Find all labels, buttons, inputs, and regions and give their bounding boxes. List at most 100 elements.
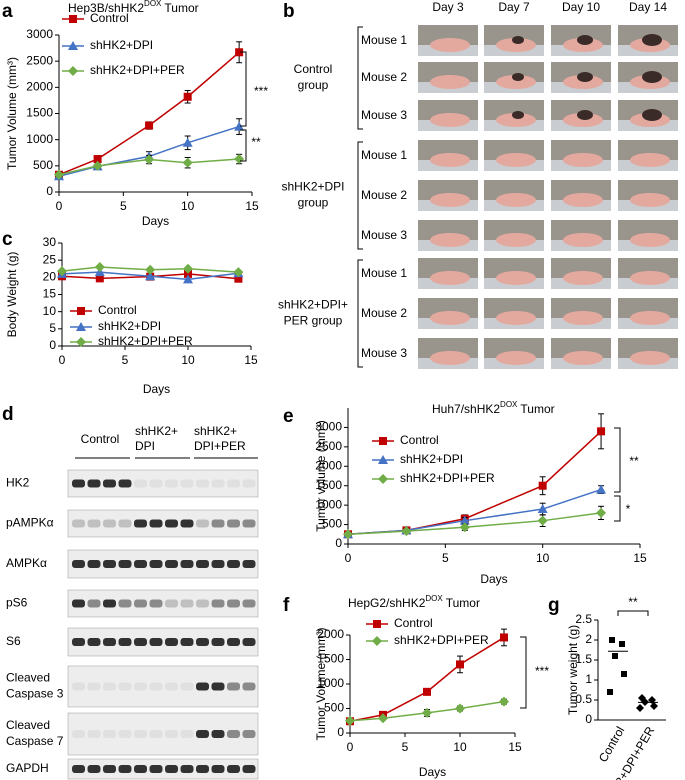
tumor xyxy=(512,111,524,119)
blot-band xyxy=(134,479,147,488)
blot-band xyxy=(227,638,240,646)
blot-band xyxy=(227,519,240,528)
blot-band xyxy=(118,765,132,773)
significance-bracket xyxy=(520,636,527,709)
blot-row-label: Caspase 7 xyxy=(6,734,64,748)
legend-marker xyxy=(379,437,387,445)
data-point xyxy=(234,154,245,165)
significance-label: ** xyxy=(251,135,261,149)
series-line xyxy=(347,488,602,536)
data-point xyxy=(145,271,156,281)
blot-band xyxy=(72,560,85,568)
mouse-label: Mouse 2 xyxy=(361,188,407,202)
title-sup: DOX xyxy=(425,594,443,603)
mouse-body xyxy=(563,75,603,89)
blot-band xyxy=(103,730,116,738)
column-header: Day 3 xyxy=(432,0,464,14)
data-point xyxy=(596,507,607,518)
data-point xyxy=(455,703,465,714)
x-tick-label: 10 xyxy=(181,353,195,367)
blot-band xyxy=(103,599,116,608)
significance-bracket xyxy=(614,495,621,522)
mouse-label: Mouse 1 xyxy=(361,33,407,47)
x-tick-label: 10 xyxy=(181,199,195,213)
data-point xyxy=(422,707,432,718)
mouse-body xyxy=(496,351,536,365)
mouse-body xyxy=(430,75,470,89)
data-point xyxy=(345,715,355,726)
blot-row-label: AMPKα xyxy=(6,556,47,570)
group-brace xyxy=(357,141,363,250)
blot-band xyxy=(118,560,132,568)
blot-band xyxy=(118,599,132,608)
group-label: shHK2+DPI+ xyxy=(278,298,348,312)
y-tick-label: 0 xyxy=(337,725,344,739)
mouse-label: Mouse 3 xyxy=(361,346,407,360)
mouse-label: Mouse 2 xyxy=(361,306,407,320)
blot-band xyxy=(211,682,225,691)
data-point xyxy=(144,154,155,165)
blot-band xyxy=(149,479,163,488)
blot-band xyxy=(180,765,194,773)
blot-band xyxy=(196,599,209,608)
mouse-body xyxy=(430,233,470,247)
blot-band xyxy=(72,479,85,488)
blot-band xyxy=(242,682,256,691)
panel-label: b xyxy=(283,1,295,22)
mouse-body xyxy=(496,233,536,247)
blot-strip xyxy=(67,665,259,708)
title-main: Hep3B/shHK2 xyxy=(68,1,144,15)
data-point xyxy=(92,160,103,171)
mouse-label: Mouse 1 xyxy=(361,266,407,280)
x-tick-label: 15 xyxy=(245,199,259,213)
data-point xyxy=(93,155,102,164)
blot-group-label: Control xyxy=(81,432,120,446)
tumor xyxy=(577,35,593,45)
mouse-body xyxy=(563,193,603,207)
blot-band xyxy=(242,479,256,488)
data-point xyxy=(183,263,193,274)
y-tick-label: 2000 xyxy=(317,627,344,641)
blot-band xyxy=(196,560,209,568)
blot-band xyxy=(149,730,163,738)
x-axis-label: Days xyxy=(419,765,446,779)
blot-band xyxy=(134,599,147,608)
data-point xyxy=(54,169,64,180)
blot-band xyxy=(87,560,101,568)
mouse-body xyxy=(496,153,536,167)
y-tick-label: 3000 xyxy=(315,420,342,434)
legend-marker xyxy=(378,474,388,484)
x-axis-label: Days xyxy=(480,572,507,586)
blot-band xyxy=(196,765,209,773)
blot-band xyxy=(134,730,147,738)
title-sup: DOX xyxy=(500,400,518,409)
legend-label: Control xyxy=(90,11,129,25)
blot-band xyxy=(149,560,163,568)
group-label: PER group xyxy=(284,314,343,328)
mouse-body xyxy=(430,193,470,207)
blot-band xyxy=(196,479,209,488)
blot-band xyxy=(211,479,225,488)
panel-label: a xyxy=(2,1,13,22)
data-point xyxy=(401,526,412,537)
x-tick-label: 0 xyxy=(345,551,352,565)
legend-marker xyxy=(372,636,382,646)
y-tick-label: 10 xyxy=(43,304,57,318)
y-tick-label: 0 xyxy=(46,184,53,198)
mouse-body xyxy=(430,113,470,127)
tumor xyxy=(642,109,662,121)
mouse-body xyxy=(430,38,470,52)
mouse-body xyxy=(630,193,670,207)
y-tick-label: 1000 xyxy=(26,132,53,146)
x-axis-label: Days xyxy=(142,214,169,228)
blot-band xyxy=(72,682,85,691)
legend-label: shHK2+DPI+PER xyxy=(394,633,489,647)
panel-label: g xyxy=(548,595,560,616)
mouse-body xyxy=(630,233,670,247)
data-point xyxy=(234,274,243,283)
blot-band xyxy=(227,765,240,773)
y-tick-label: 5 xyxy=(49,321,56,335)
x-tick-label: 5 xyxy=(442,551,449,565)
data-point xyxy=(378,713,388,724)
